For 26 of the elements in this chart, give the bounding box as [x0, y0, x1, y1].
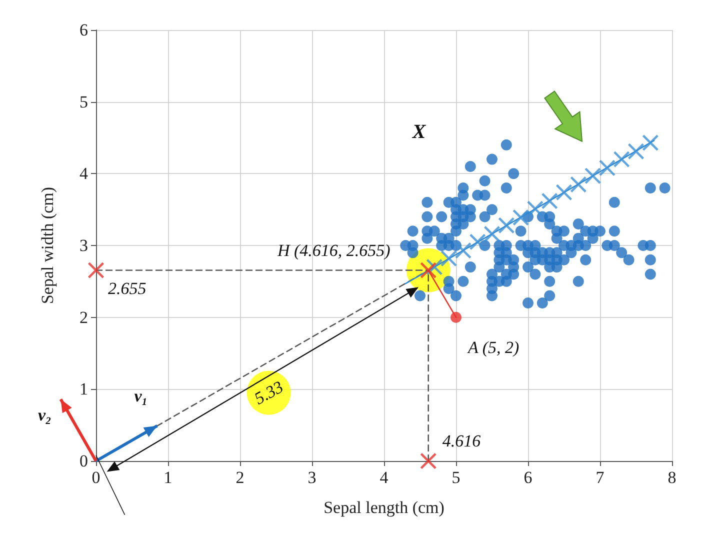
x-axis-title: Sepal length (cm): [324, 498, 444, 517]
annotation: 2.655: [108, 278, 146, 298]
x-tick-label: 6: [524, 468, 532, 487]
x-tick-label: 0: [92, 468, 100, 487]
y-tick-label: 5: [80, 92, 88, 112]
x-tick-label: 8: [668, 468, 676, 487]
y-tick-label: 3: [80, 236, 88, 255]
y-tick-label: 0: [80, 452, 88, 470]
x-tick-label: 2: [236, 468, 244, 487]
annotation: H (4.616, 2.655): [276, 240, 391, 260]
annotation: v₁: [134, 386, 148, 406]
annotation: 5.33: [251, 377, 286, 408]
y-tick-label: 1: [80, 380, 88, 399]
y-tick-label: 6: [80, 20, 88, 40]
annotation: A (5, 2): [467, 338, 520, 357]
annotation: 4.616: [442, 432, 482, 450]
x-tick-label: 3: [308, 468, 316, 487]
y-tick-label: 2: [80, 308, 88, 327]
x-tick-label: 1: [164, 468, 172, 487]
y-tick-label: 4: [80, 164, 88, 184]
x-tick-label: 4: [380, 468, 389, 487]
x-tick-label: 7: [596, 468, 605, 487]
y-axis-title: Sepal width (cm): [38, 186, 57, 304]
annotation: X: [411, 121, 426, 143]
text: v₂: [38, 406, 52, 424]
x-tick-label: 5: [452, 468, 460, 487]
